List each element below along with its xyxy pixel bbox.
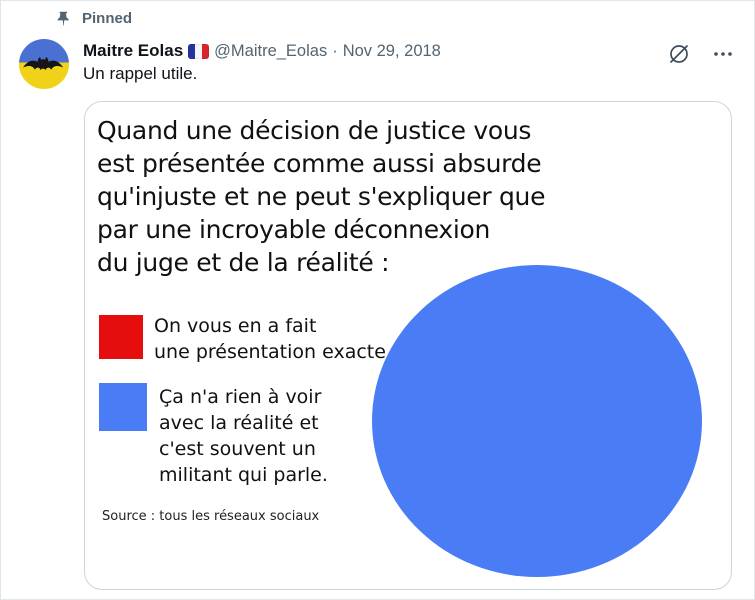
legend-swatch-blue [99,383,147,431]
pin-icon [57,11,69,26]
french-flag-icon [188,43,210,59]
author-name[interactable]: Maitre Eolas [83,41,184,60]
author-row: Maitre Eolas @Maitre_Eolas · Nov 29, 201… [83,41,441,61]
pinned-row: Pinned [55,10,132,27]
slashed-circle-icon [669,44,689,64]
grok-actions-button[interactable] [666,41,692,67]
pie-chart-full-blue [372,265,702,577]
legend-label-blue: Ça n'a rien à voir avec la réalité et c'… [159,386,328,486]
more-options-button[interactable] [710,41,736,67]
legend-swatch-red [99,315,143,359]
tweet-date[interactable]: Nov 29, 2018 [342,41,441,60]
author-handle[interactable]: @Maitre_Eolas [214,41,328,60]
ellipsis-icon [714,52,732,56]
meta-separator: · [332,41,338,60]
legend-label-red: On vous en a fait une présentation exact… [154,315,392,363]
pinned-label: Pinned [82,10,133,27]
bat-avatar-icon [23,57,64,71]
meme-heading: Quand une décision de justice vous est p… [97,116,546,277]
avatar[interactable] [19,39,69,89]
tweet-actions [666,41,736,67]
meme-source: Source : tous les réseaux sociaux [102,509,320,524]
tweet-text: Un rappel utile. [83,64,198,83]
tweet-image-card[interactable]: Quand une décision de justice vous est p… [84,101,732,590]
